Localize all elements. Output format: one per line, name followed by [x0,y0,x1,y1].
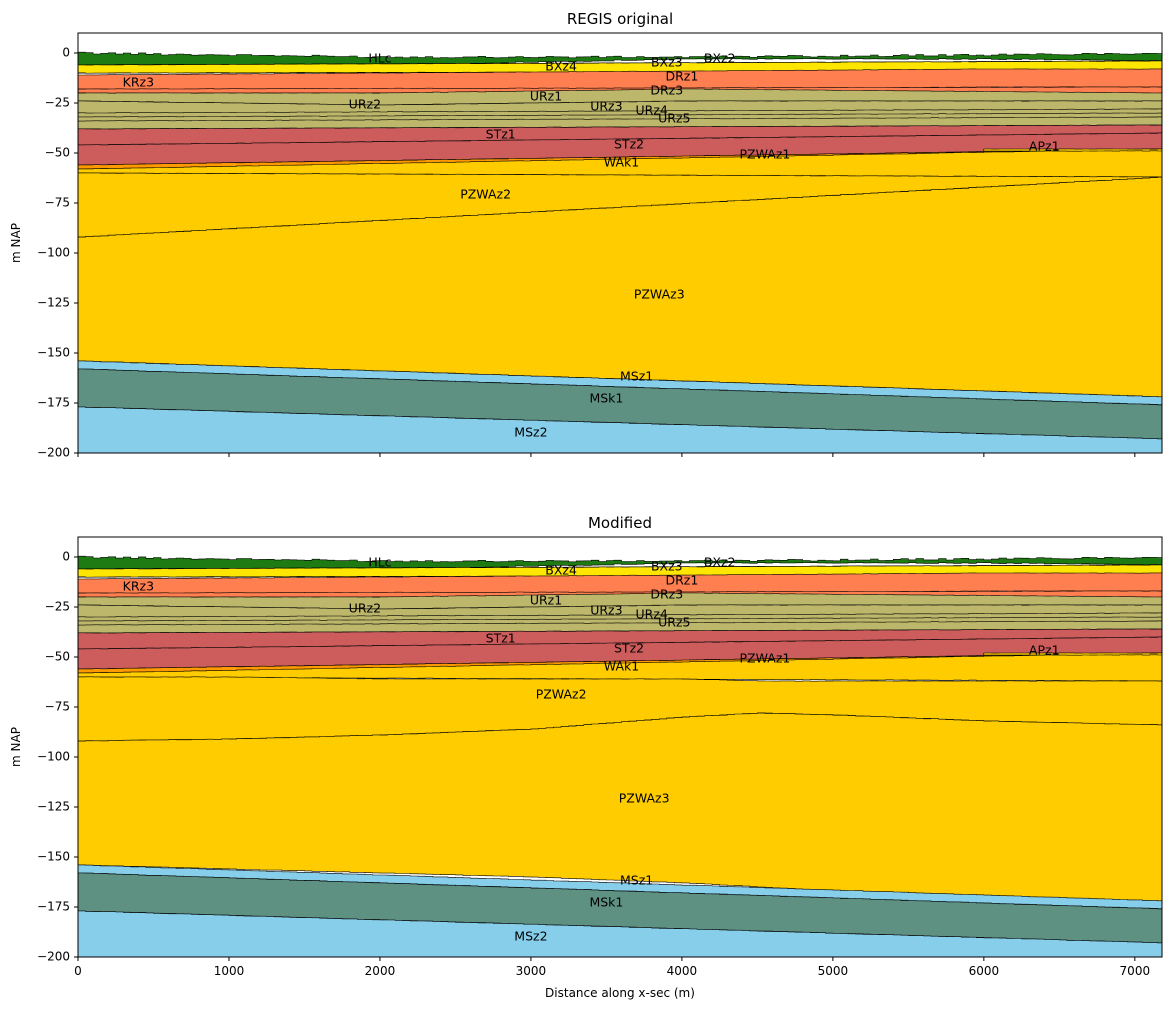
layer-label-krz3: KRz3 [123,75,154,90]
y-axis-title: m NAP [9,727,23,767]
layer-label-urz2: URz2 [349,97,381,112]
plot-frame [77,32,1163,454]
layer-label-wak1: WAk1 [604,659,639,674]
layer-label-urz1: URz1 [530,593,562,608]
y-axis-title: m NAP [9,223,23,263]
layer-label-msz2: MSz2 [514,929,547,944]
x-tick-label: 2000 [365,964,396,978]
layer-msz2 [78,406,1162,453]
x-tick-label: 4000 [667,964,698,978]
y-tick-label: 0 [62,46,70,60]
panel-title: Modified [588,514,652,532]
layer-label-pzwaz1: PZWAz1 [740,651,791,666]
layer-label-msz1: MSz1 [620,369,653,384]
layer-label-apz1: APz1 [1029,643,1060,658]
y-tick-label: −125 [37,800,70,814]
y-tick-label: −100 [37,246,70,260]
layer-label-pzwaz3: PZWAz3 [634,287,685,302]
layer-label-bxz3: BXz3 [651,55,683,70]
layer-label-stz1: STz1 [486,631,516,646]
layer-label-stz2: STz2 [614,641,644,656]
layer-apz1 [983,652,1162,656]
layer-label-urz2: URz2 [349,601,381,616]
layer-label-bxz4: BXz4 [545,59,577,74]
y-tick-label: −25 [45,600,70,614]
layer-label-urz3: URz3 [590,603,622,618]
x-tick-label: 7000 [1120,964,1151,978]
y-tick-label: −25 [45,96,70,110]
layer-label-drz3: DRz3 [650,83,683,98]
layer-label-urz4: URz4 [636,103,668,118]
y-tick-label: −50 [45,146,70,160]
layer-label-bxz3: BXz3 [651,559,683,574]
y-tick-label: −200 [37,446,70,460]
y-tick-label: −75 [45,196,70,210]
y-tick-label: −125 [37,296,70,310]
y-tick-label: −75 [45,700,70,714]
layer-label-drz1: DRz1 [665,573,698,588]
layer-label-urz3: URz3 [590,99,622,114]
layer-label-msz1: MSz1 [620,873,653,888]
layer-pzwaz1 [78,652,1162,682]
layer-label-apz1: APz1 [1029,139,1060,154]
x-tick-label: 6000 [969,964,1000,978]
layer-label-hlc: HLc [368,51,391,66]
layer-label-krz3: KRz3 [123,579,154,594]
layer-label-stz2: STz2 [614,137,644,152]
layer-label-pzwaz2: PZWAz2 [536,687,587,702]
y-tick-label: 0 [62,550,70,564]
y-tick-label: −150 [37,346,70,360]
layer-label-urz5: URz5 [658,615,690,630]
layer-label-msz2: MSz2 [514,425,547,440]
layer-label-pzwaz2: PZWAz2 [460,187,511,202]
layer-msz2 [78,910,1162,957]
layer-label-bxz4: BXz4 [545,563,577,578]
layer-label-stz1: STz1 [486,127,516,142]
y-tick-label: −50 [45,650,70,664]
layer-label-urz5: URz5 [658,111,690,126]
x-axis-title: Distance along x-sec (m) [545,986,695,1000]
x-tick-label: 1000 [214,964,245,978]
layer-label-urz4: URz4 [636,607,668,622]
layer-label-pzwaz3: PZWAz3 [619,791,670,806]
x-tick-label: 0 [74,964,82,978]
layer-label-bxz2: BXz2 [704,555,736,570]
y-tick-label: −150 [37,850,70,864]
layer-label-msk1: MSk1 [589,391,623,406]
layer-label-wak1: WAk1 [604,155,639,170]
y-tick-label: −175 [37,900,70,914]
layer-label-pzwaz1: PZWAz1 [740,147,791,162]
x-tick-label: 3000 [516,964,547,978]
layer-label-msk1: MSk1 [589,895,623,910]
layer-label-hlc: HLc [368,555,391,570]
plot-frame [77,536,1163,958]
y-tick-label: −175 [37,396,70,410]
panel-title: REGIS original [567,10,673,28]
y-tick-label: −200 [37,950,70,964]
layer-label-bxz2: BXz2 [704,51,736,66]
y-tick-label: −100 [37,750,70,764]
layer-label-drz1: DRz1 [665,69,698,84]
layer-label-urz1: URz1 [530,89,562,104]
layer-apz1 [983,148,1162,152]
x-tick-label: 5000 [818,964,849,978]
layer-label-drz3: DRz3 [650,587,683,602]
